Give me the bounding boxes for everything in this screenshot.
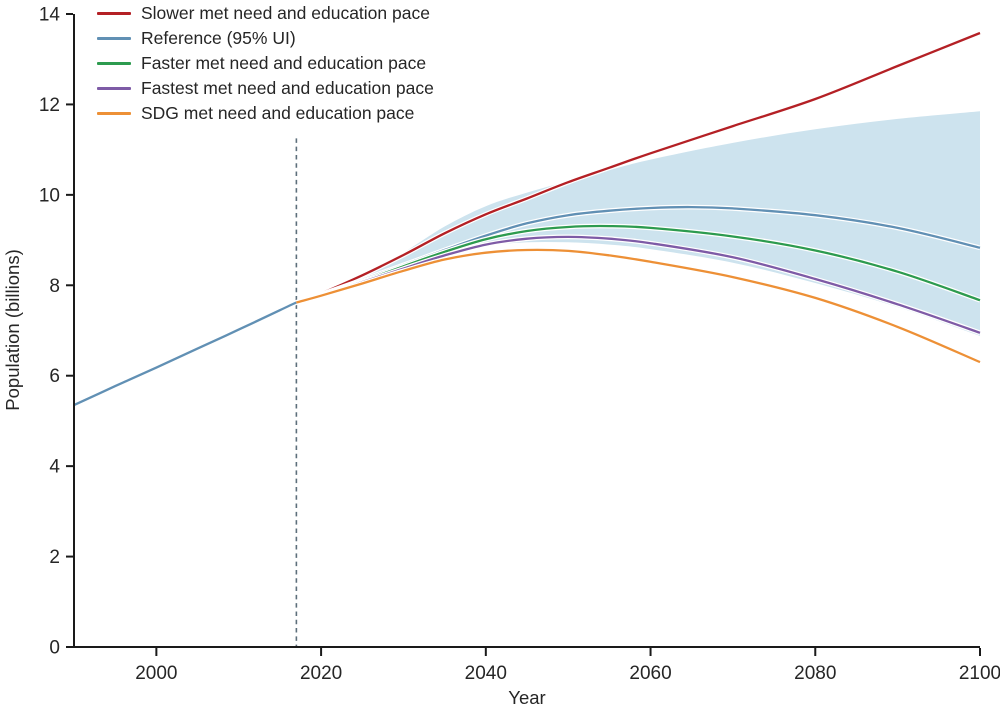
y-tick-label: 6 — [49, 366, 60, 387]
chart-legend: Slower met need and education pace Refere… — [97, 1, 434, 126]
x-tick-label: 2080 — [794, 663, 836, 684]
legend-label-reference: Reference (95% UI) — [141, 27, 296, 48]
legend-label-fastest: Fastest met need and education pace — [141, 77, 434, 98]
legend-label-faster: Faster met need and education pace — [141, 52, 427, 73]
y-tick-label: 2 — [49, 547, 60, 568]
y-tick-label: 12 — [39, 95, 60, 116]
x-tick-label: 2040 — [465, 663, 507, 684]
legend-item-fastest: Fastest met need and education pace — [97, 76, 434, 101]
y-axis-title: Population (billions) — [2, 249, 23, 411]
y-tick-label: 0 — [49, 638, 60, 659]
legend-label-slower: Slower met need and education pace — [141, 2, 430, 23]
x-tick-label: 2000 — [135, 663, 177, 684]
series-line-sdg — [296, 248, 981, 364]
y-tick-label: 8 — [49, 276, 60, 297]
legend-swatch-sdg — [97, 112, 131, 115]
history-line — [73, 301, 297, 407]
y-tick-label: 10 — [39, 185, 60, 206]
y-tick-label: 14 — [39, 5, 61, 26]
x-axis-title: Year — [508, 687, 546, 708]
legend-swatch-reference — [97, 37, 131, 40]
series-line-slower — [296, 31, 981, 304]
legend-swatch-slower — [97, 12, 131, 15]
y-tick-label: 4 — [49, 457, 60, 478]
legend-item-sdg: SDG met need and education pace — [97, 101, 434, 126]
legend-item-slower: Slower met need and education pace — [97, 1, 434, 26]
legend-label-sdg: SDG met need and education pace — [141, 102, 415, 123]
x-tick-label: 2020 — [300, 663, 342, 684]
legend-swatch-faster — [97, 62, 131, 65]
legend-swatch-fastest — [97, 87, 131, 90]
x-tick-label: 2100 — [959, 663, 1000, 684]
axes-frame — [73, 14, 980, 648]
x-tick-label: 2060 — [629, 663, 671, 684]
legend-item-reference: Reference (95% UI) — [97, 26, 434, 51]
legend-item-faster: Faster met need and education pace — [97, 51, 434, 76]
